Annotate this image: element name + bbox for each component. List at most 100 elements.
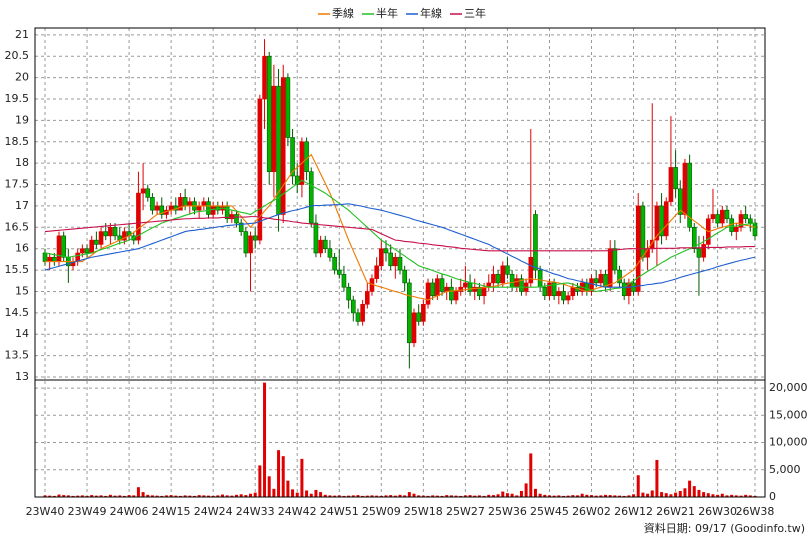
candle-body: [556, 291, 562, 297]
volume-bar: [221, 494, 224, 497]
candle-body: [257, 98, 263, 241]
volume-bar: [375, 495, 379, 497]
volume-bar: [99, 495, 103, 497]
y-tick-label: 16: [15, 242, 29, 255]
volume-bar: [608, 495, 612, 497]
volume-bar: [678, 491, 682, 497]
volume-bar: [94, 495, 98, 497]
candle-body: [336, 269, 342, 275]
volume-bar: [104, 495, 108, 497]
candle-body: [720, 209, 725, 224]
volume-bar: [692, 486, 696, 497]
candle-body: [519, 278, 524, 292]
x-tick-label: 24W42: [278, 505, 317, 518]
volume-bar: [407, 492, 411, 497]
candle-body: [201, 201, 207, 207]
volume-bar: [744, 494, 748, 497]
candle-body: [561, 291, 566, 301]
y2-tick-label: 10,000: [769, 436, 808, 449]
candle-body: [738, 214, 744, 228]
volume-bar: [445, 495, 449, 497]
x-tick-label: 26W02: [572, 505, 611, 518]
candle-body: [467, 282, 473, 292]
candle-body: [430, 282, 435, 297]
volume-bar: [566, 495, 570, 497]
candle-body: [210, 205, 216, 215]
candle-body: [140, 188, 146, 194]
candle-body: [365, 291, 370, 305]
volume-bar: [491, 495, 495, 497]
candle-body: [589, 278, 594, 292]
volume-bar: [613, 495, 617, 497]
volume-bar: [393, 495, 397, 497]
volume-bar: [258, 465, 262, 497]
x-tick-label: 23W40: [26, 505, 65, 518]
volume-bar: [580, 493, 584, 497]
candle-body: [108, 227, 113, 237]
y-tick-label: 14: [15, 327, 29, 340]
candle-body: [570, 286, 576, 297]
legend-label: 季線: [332, 6, 354, 20]
volume-bar: [576, 495, 579, 497]
candle-body: [285, 77, 291, 138]
volume-bar: [477, 495, 481, 497]
volume-bar: [323, 494, 327, 497]
volume-bar: [319, 492, 323, 497]
volume-bar: [524, 483, 528, 497]
volume-bar: [454, 495, 458, 497]
volume-bar: [309, 493, 313, 497]
volume-bar: [552, 495, 556, 497]
candle-body: [136, 192, 141, 241]
candle-body: [542, 286, 548, 297]
candle-body: [435, 278, 440, 297]
volume-bar: [263, 382, 267, 497]
volume-bar: [417, 495, 421, 497]
volume-bar: [510, 493, 514, 497]
volume-bar: [62, 495, 66, 497]
candle-body: [332, 256, 337, 271]
candle-body: [696, 248, 702, 258]
x-tick-label: 25W36: [488, 505, 527, 518]
candle-body: [673, 167, 678, 190]
ma-line: [44, 216, 755, 252]
candle-body: [659, 205, 664, 237]
volume-bar: [459, 495, 463, 497]
volume-bar: [337, 495, 341, 497]
volume-bar: [43, 495, 47, 497]
x-tick-label: 23W49: [68, 505, 107, 518]
ma-line: [45, 153, 756, 301]
volume-bar: [435, 495, 439, 497]
y-tick-label: 21: [15, 28, 29, 41]
y-tick-label: 15: [15, 284, 29, 297]
x-tick-label: 24W51: [320, 505, 359, 518]
volume-bar: [132, 495, 136, 497]
volume-bar: [683, 488, 687, 497]
candle-body: [178, 197, 183, 211]
candle-body: [677, 188, 683, 215]
candle-body: [224, 205, 230, 220]
volume-bar: [122, 495, 126, 497]
candle-body: [98, 231, 104, 245]
candle-body: [743, 214, 748, 220]
candle-body: [598, 274, 604, 284]
candle-body: [407, 282, 412, 344]
candle-body: [621, 282, 627, 297]
volume-bar: [725, 495, 729, 497]
candle-body: [393, 256, 398, 267]
x-tick-label: 24W33: [236, 505, 275, 518]
candle-body: [280, 77, 286, 215]
candle-body: [94, 239, 99, 245]
y-tick-label: 17.5: [5, 178, 30, 191]
candle-body: [145, 188, 151, 198]
candle-body: [383, 248, 389, 254]
volume-bar: [52, 495, 56, 497]
volume-bar: [519, 491, 523, 497]
candle-body: [374, 265, 379, 279]
candle-body: [252, 235, 258, 241]
candle-body: [593, 278, 599, 284]
volume-bar: [646, 493, 650, 497]
candle-body: [271, 85, 277, 173]
candle-body: [346, 286, 351, 301]
candle-body: [734, 227, 739, 232]
